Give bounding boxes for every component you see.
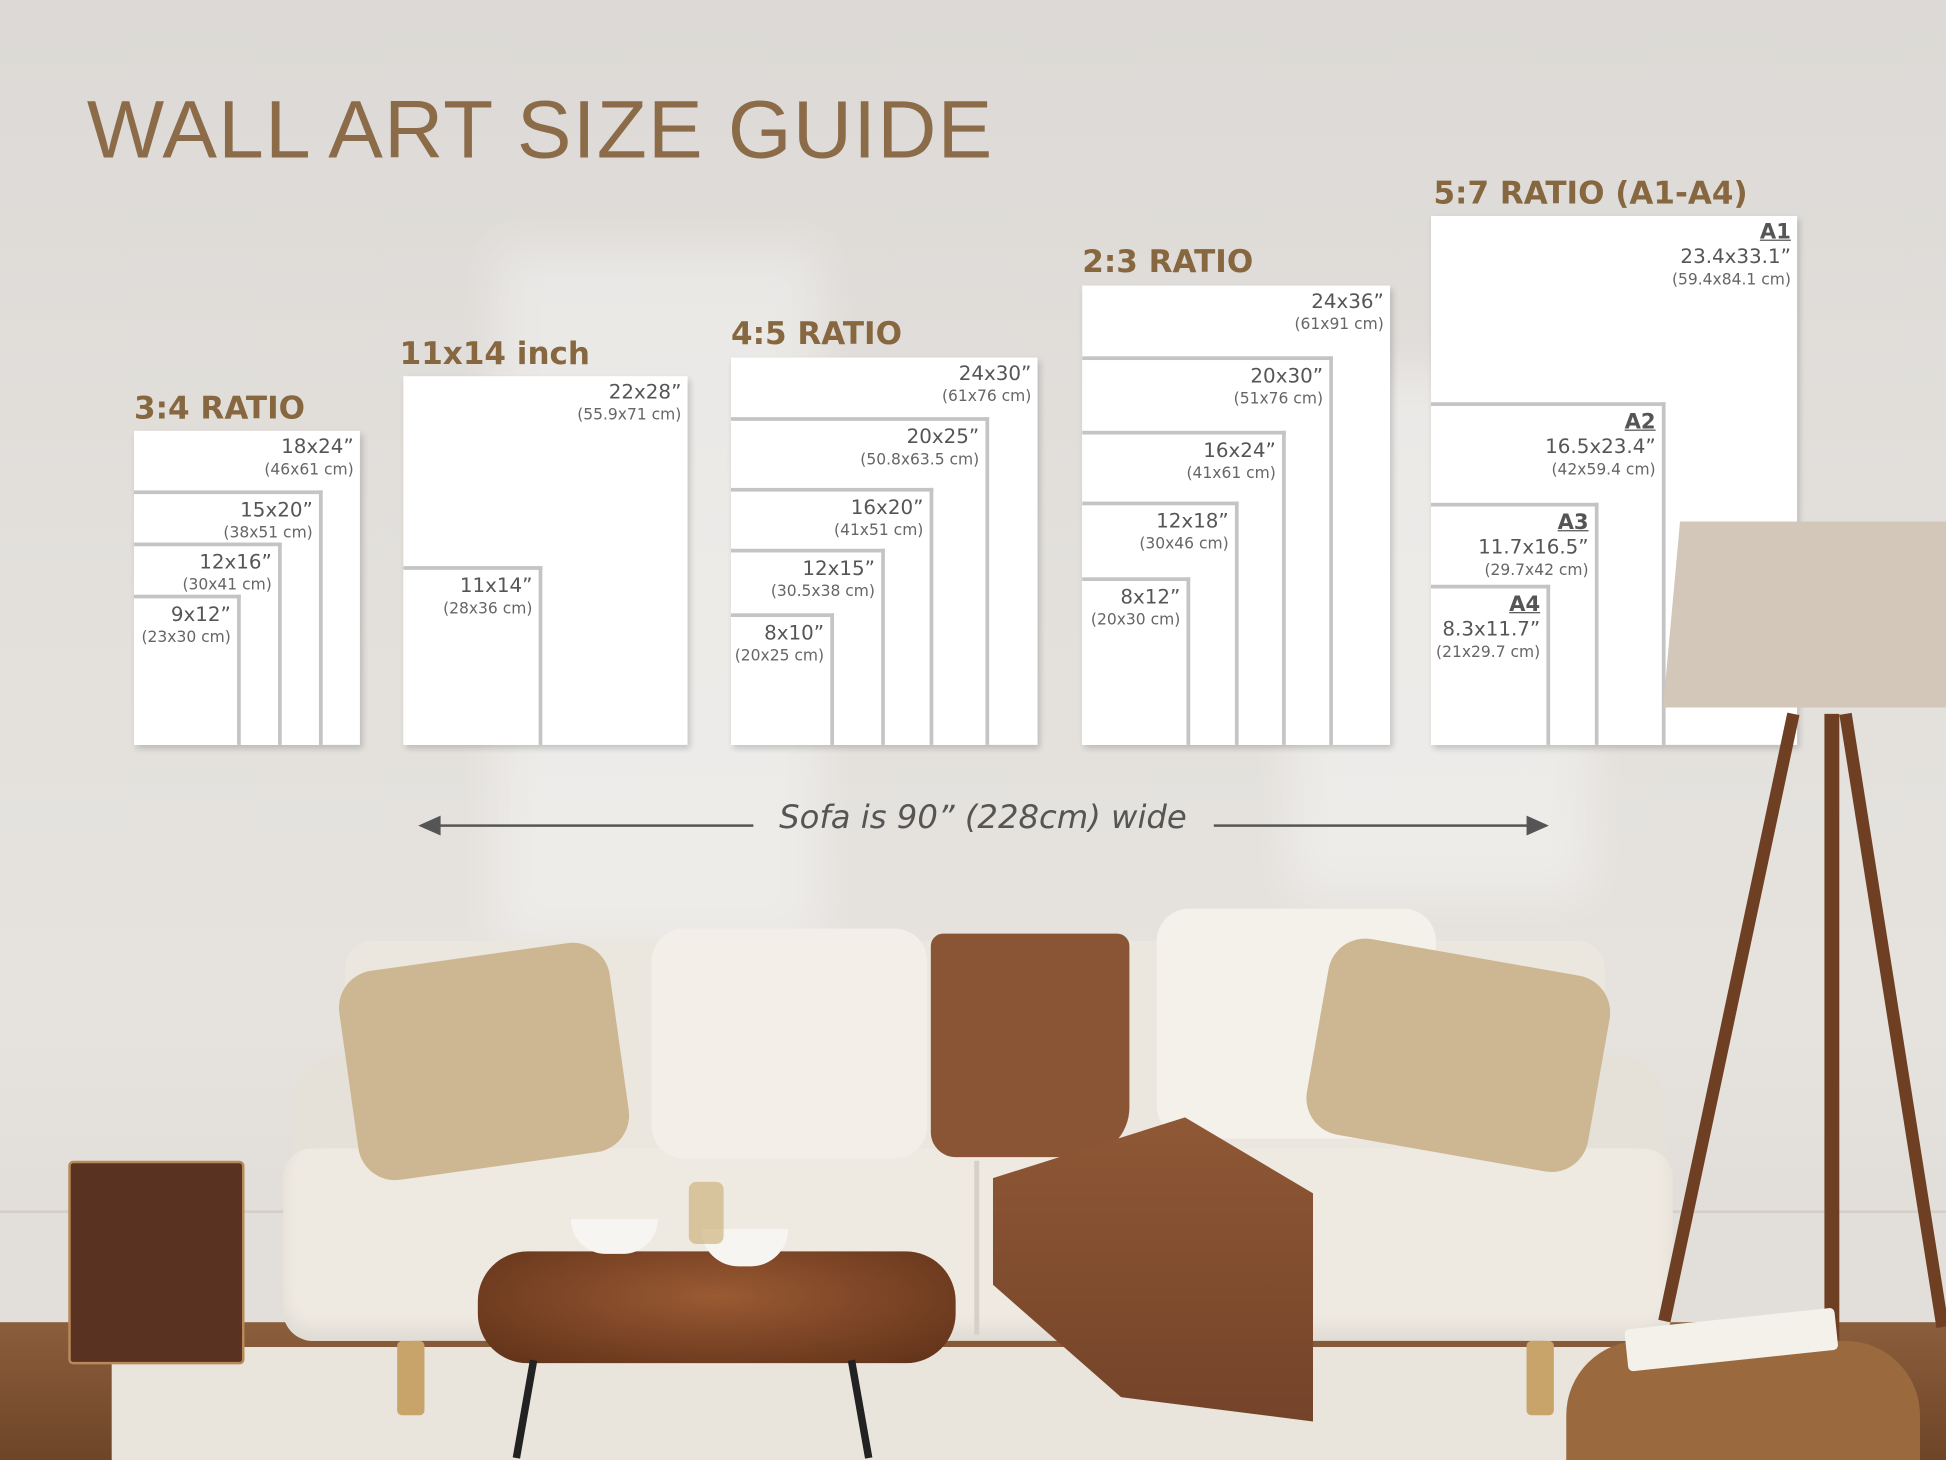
group-title: 11x14 inch (399, 335, 591, 372)
frame-label: A4 8.3x11.7” (21x29.7 cm) (1436, 592, 1540, 662)
size-inches: 18x24” (281, 434, 354, 459)
size-inches: 12x15” (802, 556, 875, 580)
size-cm: (55.9x71 cm) (577, 404, 682, 424)
size-cm: (28x36 cm) (443, 598, 533, 618)
paper-size-name: A2 (1624, 409, 1656, 435)
page-title: WALL ART SIZE GUIDE (86, 83, 994, 176)
size-inches: 23.4x33.1” (1680, 244, 1791, 269)
frame-label: A2 16.5x23.4” (42x59.4 cm) (1545, 410, 1655, 480)
frame-label: 16x24” (41x61 cm) (1186, 438, 1275, 483)
size-cm: (30x46 cm) (1139, 533, 1229, 553)
size-inches: 20x30” (1250, 363, 1324, 388)
size-cm: (61x91 cm) (1294, 314, 1384, 333)
size-inches: 16.5x23.4” (1545, 434, 1656, 459)
size-inches: 8x10” (764, 620, 825, 645)
group-title: 3:4 RATIO (134, 389, 306, 426)
size-cm: (61x76 cm) (941, 386, 1032, 405)
arrow-right-line (1213, 824, 1531, 827)
pillow-white (651, 928, 928, 1159)
frame-label: 12x15” (30.5x38 cm) (771, 556, 875, 601)
pillow-tan (334, 937, 634, 1185)
size-cm: (21x29.7 cm) (1436, 641, 1541, 661)
vase (688, 1181, 724, 1244)
size-cm: (20x30 cm) (1090, 609, 1181, 629)
sofa-width-note: Sofa is 90” (228cm) wide (779, 799, 1187, 837)
size-inches: 9x12” (170, 602, 231, 626)
size-inches: 15x20” (240, 497, 313, 522)
paper-size-name: A1 (1759, 219, 1791, 245)
size-inches: 24x30” (958, 361, 1032, 385)
frame-label: 24x36” (61x91 cm) (1294, 289, 1383, 334)
frame-label: 15x20” (38x51 cm) (223, 498, 312, 543)
lamp-shade (1663, 521, 1946, 708)
sofa-seam (974, 1160, 980, 1335)
frame-label: 8x10” (20x25 cm) (735, 621, 824, 666)
size-inches: 11.7x16.5” (1478, 535, 1589, 559)
paper-size-name: A3 (1557, 510, 1589, 536)
paper-size-name: A4 (1509, 592, 1541, 618)
size-cm: (51x76 cm) (1233, 388, 1324, 408)
size-cm: (42x59.4 cm) (1551, 459, 1656, 478)
frame-label: 12x16” (30x41 cm) (182, 550, 271, 595)
size-inches: 12x16” (199, 549, 272, 574)
arrow-left-line (434, 824, 754, 827)
wicker-pouf (1566, 1340, 1920, 1460)
frame-size: A4 8.3x11.7” (21x29.7 cm) (1430, 584, 1551, 745)
sofa-leg (397, 1340, 425, 1416)
frame-size: 8x12” (20x30 cm) (1082, 577, 1191, 745)
size-cm: (30x41 cm) (182, 574, 272, 594)
size-inches: 16x24” (1203, 438, 1276, 462)
frame-label: 16x20” (41x51 cm) (834, 495, 923, 540)
size-inches: 16x20” (850, 495, 924, 519)
frame-label: A3 11.7x16.5” (29.7x42 cm) (1478, 510, 1588, 580)
magazine-rack (68, 1160, 245, 1365)
size-inches: 12x18” (1156, 509, 1229, 533)
frame-label: 20x25” (50.8x63.5 cm) (860, 425, 979, 470)
frame-size: 8x10” (20x25 cm) (731, 613, 835, 745)
frame-label: 24x30” (61x76 cm) (942, 361, 1031, 406)
rug (111, 1347, 1726, 1460)
group-title: 5:7 RATIO (A1-A4) (1433, 175, 1748, 212)
group-title: 2:3 RATIO (1082, 243, 1254, 280)
size-cm: (38x51 cm) (223, 522, 313, 542)
size-cm: (23x30 cm) (141, 626, 231, 646)
size-inches: 8.3x11.7” (1442, 617, 1541, 641)
frame-size: 9x12” (23x30 cm) (134, 594, 241, 745)
size-inches: 8x12” (1120, 584, 1181, 609)
frame-size: 11x14” (28x36 cm) (403, 566, 543, 745)
size-cm: (41x51 cm) (834, 520, 924, 539)
size-inches: 20x25” (906, 424, 980, 449)
size-cm: (46x61 cm) (264, 459, 354, 478)
arrow-left-icon (418, 815, 441, 836)
frame-label: 22x28” (55.9x71 cm) (577, 380, 681, 425)
frame-label: 8x12” (20x30 cm) (1091, 585, 1180, 630)
arrow-right-icon (1526, 815, 1549, 836)
group-title: 4:5 RATIO (731, 315, 902, 352)
size-cm: (41x61 cm) (1186, 463, 1276, 482)
throw-blanket (930, 933, 1130, 1158)
frame-label: 9x12” (23x30 cm) (141, 602, 230, 647)
size-cm: (20x25 cm) (734, 645, 825, 665)
size-inches: 24x36” (1311, 289, 1384, 313)
coffee-table (477, 1251, 956, 1364)
sofa-leg (1526, 1340, 1554, 1416)
frame-label: 18x24” (46x61 cm) (264, 435, 353, 480)
frame-label: 20x30” (51x76 cm) (1234, 364, 1323, 409)
frame-label: A1 23.4x33.1” (59.4x84.1 cm) (1672, 220, 1791, 290)
size-cm: (29.7x42 cm) (1484, 559, 1589, 579)
size-cm: (30.5x38 cm) (770, 581, 875, 600)
size-inches: 11x14” (459, 573, 533, 598)
lamp-leg (1824, 713, 1840, 1348)
frame-label: 11x14” (28x36 cm) (443, 574, 532, 619)
size-inches: 22x28” (608, 379, 682, 404)
size-cm: (50.8x63.5 cm) (860, 449, 980, 469)
size-cm: (59.4x84.1 cm) (1671, 269, 1791, 289)
frame-label: 12x18” (30x46 cm) (1139, 509, 1228, 554)
